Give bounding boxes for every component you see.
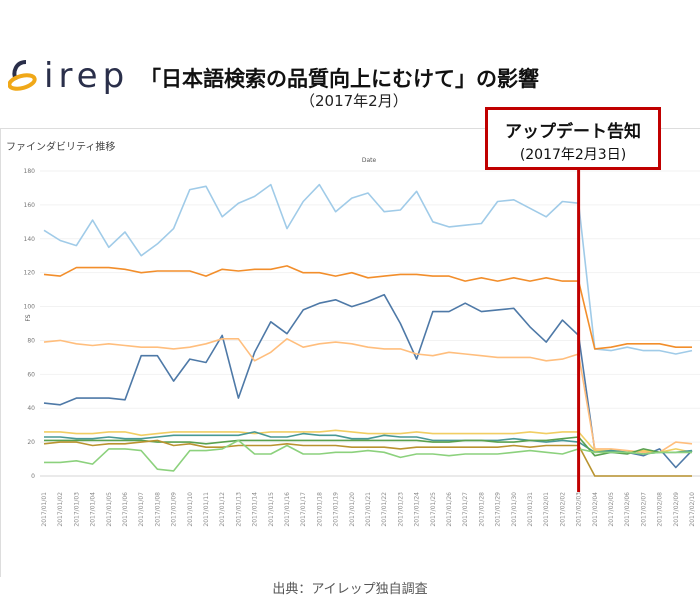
- x-tick-label: 2017/01/28: [478, 492, 485, 527]
- logo-text: irep: [44, 56, 130, 96]
- x-tick-label: 2017/01/15: [268, 492, 275, 527]
- y-tick-label: 120: [24, 270, 36, 277]
- series-line-teal: [44, 431, 693, 455]
- series-line-yellow: [44, 429, 693, 454]
- x-tick-label: 2017/02/06: [624, 492, 631, 527]
- x-tick-label: 2017/01/30: [511, 492, 518, 527]
- logo-mark-icon: [8, 60, 37, 91]
- x-tick-label: 2017/01/05: [106, 492, 113, 527]
- x-tick-label: 2017/01/20: [349, 492, 356, 527]
- x-tick-label: 2017/01/24: [414, 492, 421, 527]
- chart-panel: [0, 128, 700, 577]
- x-tick-label: 2017/01/29: [495, 492, 502, 527]
- y-tick-label: 100: [24, 304, 36, 311]
- x-tick-label: 2017/01/22: [381, 492, 388, 527]
- series-line-light-orange: [43, 337, 693, 454]
- update-announcement-callout: アップデート告知 (2017年2月3日): [485, 107, 661, 170]
- chart-title: ファインダビリティ推移: [6, 142, 116, 153]
- x-tick-label: 2017/01/18: [316, 492, 323, 527]
- x-tick-label: 2017/02/02: [559, 492, 566, 527]
- x-tick-label: 2017/01/21: [365, 492, 372, 527]
- y-tick-label: 180: [24, 168, 36, 175]
- x-tick-label: 2017/02/10: [689, 492, 696, 527]
- y-tick-label: 160: [24, 202, 36, 209]
- x-tick-label: 2017/01/02: [57, 492, 64, 527]
- y-tick-label: 140: [24, 236, 36, 243]
- x-tick-label: 2017/02/08: [657, 492, 664, 527]
- page-subtitle: （2017年2月）: [300, 92, 408, 110]
- x-tick-label: 2017/02/04: [592, 492, 599, 527]
- series-line-light-blue: [43, 183, 693, 355]
- y-tick-label: 80: [27, 337, 35, 344]
- x-tick-label: 2017/01/25: [430, 492, 437, 527]
- page-title: 「日本語検索の品質向上にむけて」の影響: [140, 67, 539, 91]
- x-tick-label: 2017/01/07: [138, 492, 145, 527]
- series-line-gold: [43, 439, 692, 477]
- y-axis-label: FS: [25, 314, 32, 321]
- x-tick-label: 2017/01/09: [171, 492, 178, 527]
- x-tick-label: 2017/01/11: [203, 492, 210, 527]
- callout-date: (2017年2月3日): [519, 147, 627, 163]
- y-tick-label: 20: [27, 439, 35, 446]
- x-tick-label: 2017/01/23: [397, 492, 404, 527]
- x-tick-label: 2017/01/17: [300, 492, 307, 527]
- x-axis-label: Date: [362, 157, 377, 164]
- x-tick-label: 2017/01/19: [333, 492, 340, 527]
- x-tick-label: 2017/02/03: [576, 492, 583, 527]
- series-line-blue: [43, 293, 693, 469]
- x-tick-label: 2017/01/06: [122, 492, 129, 527]
- series-line-light-green: [44, 439, 692, 472]
- x-tick-label: 2017/01/12: [219, 492, 226, 527]
- x-tick-label: 2017/02/09: [673, 492, 680, 527]
- y-tick-label: 40: [27, 405, 35, 412]
- source-note: 出典：アイレップ独自調査: [272, 582, 428, 597]
- callout-title: アップデート告知: [505, 122, 641, 142]
- x-tick-label: 2017/02/01: [543, 492, 550, 527]
- x-tick-label: 2017/01/14: [252, 492, 259, 527]
- x-tick-label: 2017/01/16: [284, 492, 291, 527]
- x-tick-label: 2017/02/07: [640, 492, 647, 527]
- y-tick-label: 0: [31, 473, 35, 480]
- x-tick-label: 2017/01/27: [462, 492, 469, 527]
- y-tick-label: 60: [27, 371, 35, 378]
- x-tick-label: 2017/01/10: [187, 492, 194, 527]
- series-line-orange: [43, 265, 692, 350]
- x-tick-label: 2017/01/03: [73, 492, 80, 527]
- x-tick-label: 2017/01/01: [41, 492, 48, 527]
- x-tick-label: 2017/01/31: [527, 492, 534, 527]
- x-tick-label: 2017/01/26: [446, 492, 453, 527]
- x-tick-label: 2017/01/13: [235, 492, 242, 527]
- x-tick-label: 2017/02/05: [608, 492, 615, 527]
- irep-logo: irep: [8, 56, 130, 96]
- x-tick-label: 2017/01/08: [154, 492, 161, 527]
- x-tick-label: 2017/01/04: [90, 492, 97, 527]
